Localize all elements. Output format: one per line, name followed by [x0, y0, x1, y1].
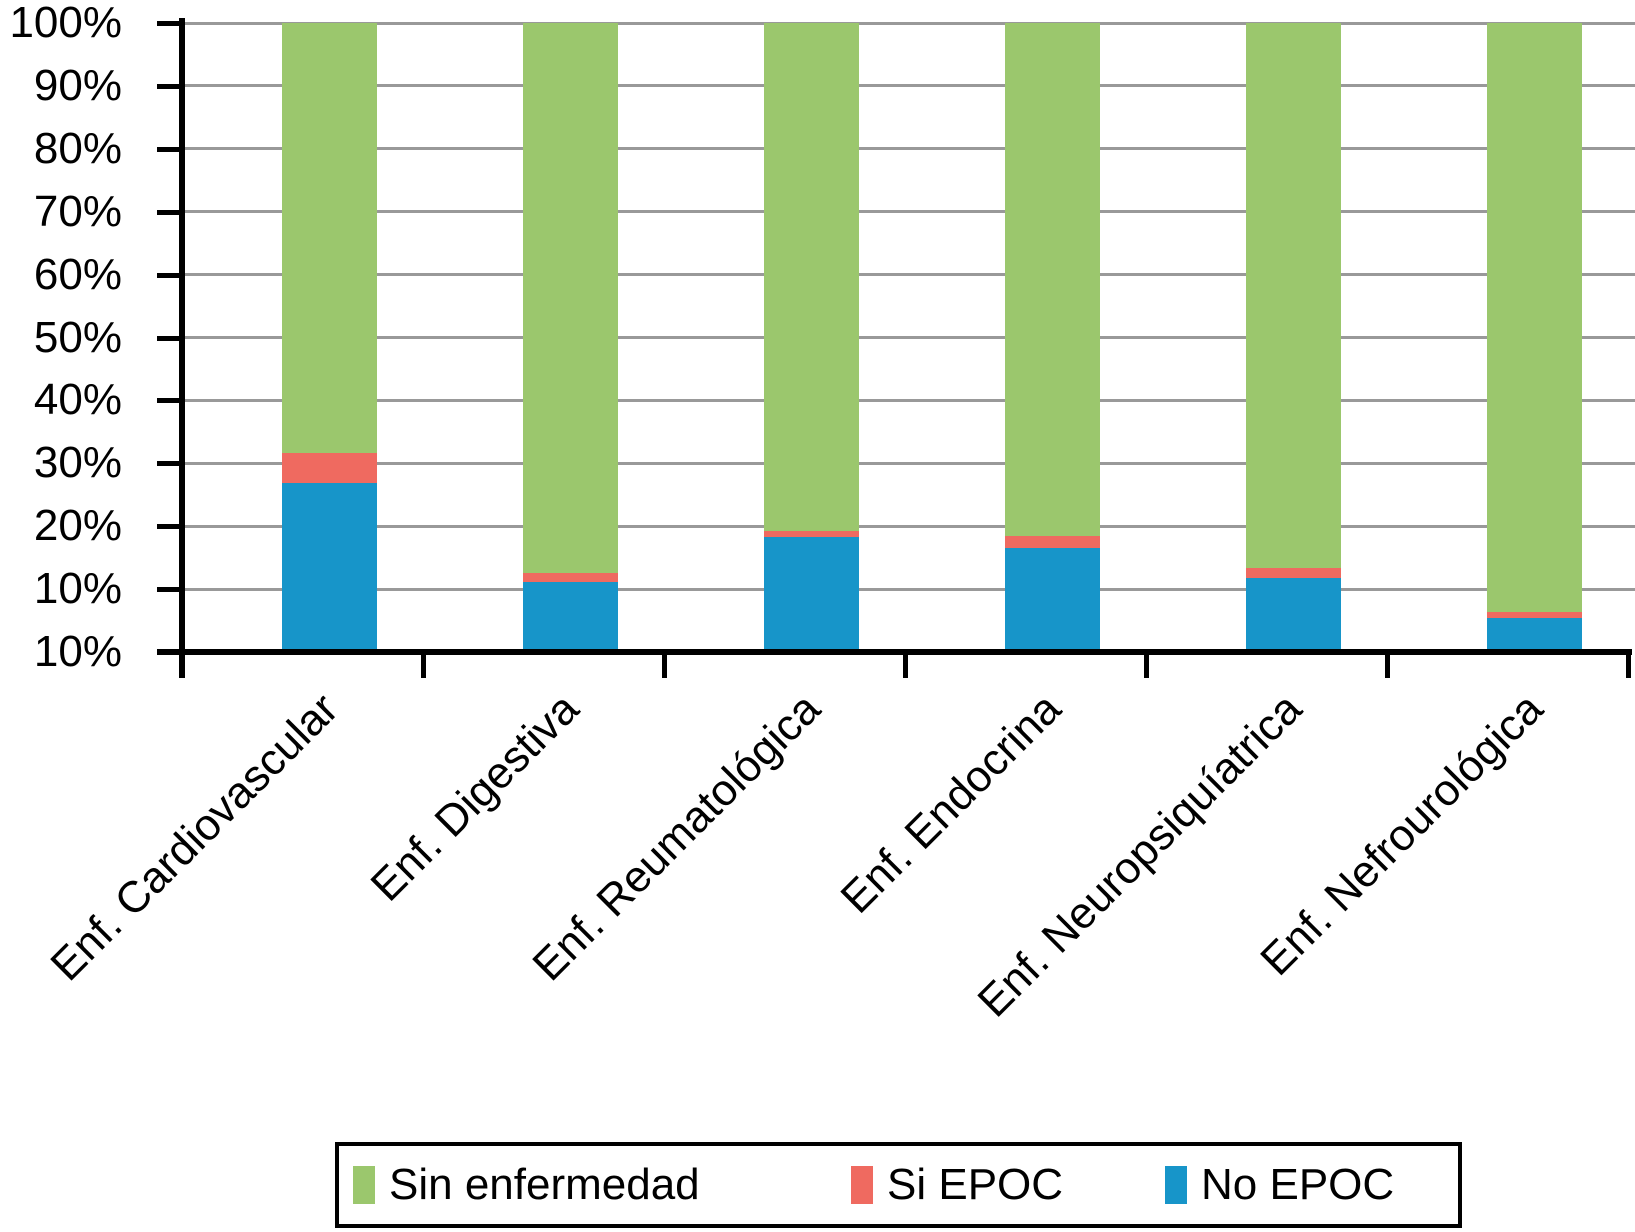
y-tick-label: 30% — [33, 438, 122, 488]
y-tick-label: 100% — [9, 0, 122, 47]
legend-item-no-epoc: No EPOC — [1165, 1146, 1394, 1224]
gridline — [182, 398, 1635, 402]
y-axis-tick — [157, 83, 182, 89]
bar-segment-no-epoc-enf-neuropsiqu-atrica — [1246, 577, 1341, 652]
y-axis-tick — [157, 209, 182, 215]
gridline — [182, 273, 1635, 277]
bar-segment-sin-enfermedad-enf-reumatol-gica — [764, 23, 859, 531]
y-axis-tick — [157, 587, 182, 593]
bar-segment-si-epoc-enf-endocrina — [1005, 536, 1100, 549]
bar-segment-no-epoc-enf-cardiovascular — [282, 482, 377, 652]
gridline — [182, 336, 1635, 339]
bar-segment-si-epoc-enf-cardiovascular — [282, 453, 377, 483]
bar-segment-sin-enfermedad-enf-neuropsiqu-atrica — [1246, 23, 1341, 568]
bar-segment-si-epoc-enf-nefrourol-gica — [1487, 611, 1582, 619]
y-tick-label: 10% — [33, 564, 122, 614]
x-axis-tick — [180, 652, 185, 678]
gridline — [182, 147, 1635, 151]
y-tick-label: 90% — [33, 60, 122, 110]
bar-segment-no-epoc-enf-endocrina — [1005, 548, 1100, 652]
bar-segment-sin-enfermedad-enf-endocrina — [1005, 23, 1100, 537]
legend-swatch-si-epoc — [851, 1166, 873, 1204]
gridline — [182, 210, 1635, 214]
y-axis-tick — [157, 461, 182, 467]
y-axis-tick — [157, 398, 182, 404]
legend-swatch-sin-enfermedad — [353, 1166, 375, 1204]
y-tick-label: 60% — [33, 249, 122, 299]
gridline — [182, 84, 1635, 88]
x-axis-tick — [1144, 652, 1149, 678]
x-axis-tick — [903, 652, 908, 678]
y-tick-label: 10% — [33, 627, 122, 676]
legend-item-sin-enfermedad: Sin enfermedad — [353, 1146, 700, 1224]
y-tick-label: 50% — [33, 312, 122, 362]
legend-label-no-epoc: No EPOC — [1201, 1160, 1395, 1209]
x-axis-tick — [421, 652, 426, 678]
bar-segment-no-epoc-enf-digestiva — [523, 582, 618, 652]
bar-segment-sin-enfermedad-enf-nefrourol-gica — [1487, 23, 1582, 612]
x-axis-tick — [662, 652, 667, 678]
y-axis-tick — [157, 146, 182, 152]
legend-label-si-epoc: Si EPOC — [887, 1160, 1064, 1209]
y-axis-tick — [157, 21, 182, 26]
gridline — [182, 461, 1635, 465]
bar-segment-sin-enfermedad-enf-digestiva — [523, 23, 618, 574]
x-axis-tick — [1626, 652, 1631, 678]
y-tick-label: 70% — [33, 186, 122, 236]
gridline — [182, 524, 1635, 528]
bar-segment-si-epoc-enf-reumatol-gica — [764, 530, 859, 537]
y-tick-label: 20% — [33, 501, 122, 551]
legend-swatch-no-epoc — [1165, 1166, 1187, 1204]
legend-box: Sin enfermedad Si EPOC No EPOC — [335, 1142, 1462, 1228]
y-axis-line — [179, 18, 185, 678]
bar-segment-no-epoc-enf-nefrourol-gica — [1487, 618, 1582, 652]
bar-segment-sin-enfermedad-enf-cardiovascular — [282, 23, 377, 454]
y-tick-label: 80% — [33, 123, 122, 173]
legend-item-si-epoc: Si EPOC — [851, 1146, 1063, 1224]
y-axis-tick — [157, 650, 182, 655]
bar-segment-si-epoc-enf-digestiva — [523, 573, 618, 583]
legend-label-sin-enfermedad: Sin enfermedad — [389, 1160, 700, 1209]
bar-segment-si-epoc-enf-neuropsiqu-atrica — [1246, 567, 1341, 578]
y-axis-tick — [157, 335, 182, 341]
x-axis-line — [157, 649, 1632, 655]
y-axis-tick — [157, 272, 182, 278]
bar-segment-no-epoc-enf-reumatol-gica — [764, 536, 859, 652]
gridline — [182, 587, 1635, 591]
y-tick-label: 40% — [33, 375, 122, 425]
x-axis-tick — [1385, 652, 1390, 678]
gridline — [182, 21, 1635, 25]
y-axis-tick — [157, 524, 182, 530]
